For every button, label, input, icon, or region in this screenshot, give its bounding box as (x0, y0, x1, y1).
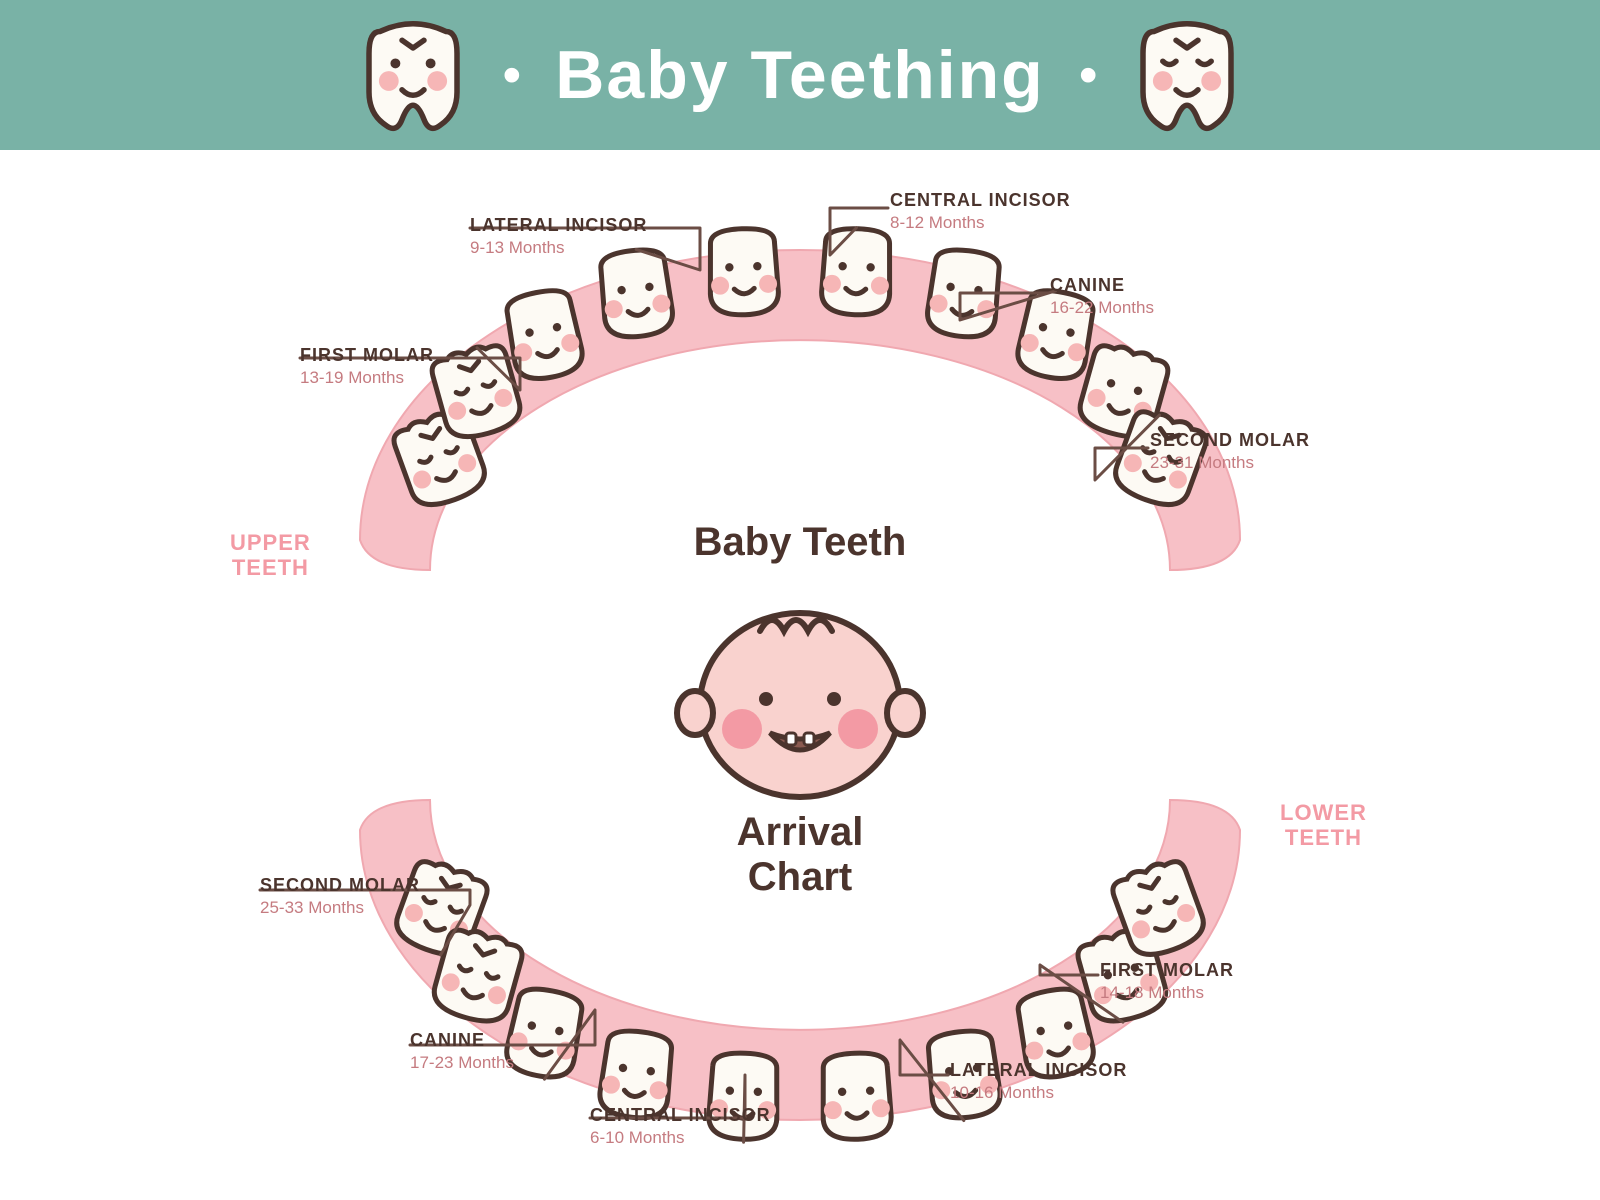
tooth-name: FIRST MOLAR (1100, 960, 1234, 981)
tooth-lower-second-molar-r (1109, 856, 1210, 963)
tooth-lower-central-r (821, 1052, 892, 1141)
upper-teeth-label: UPPERTEETH (230, 530, 311, 581)
tooth-timing: 6-10 Months (590, 1128, 771, 1148)
tooth-timing: 14-18 Months (1100, 983, 1234, 1003)
center-title-line1: Baby Teeth (620, 520, 980, 565)
upper-callout-canine-r: CANINE16-22 Months (1050, 275, 1154, 318)
lower-callout-lateral-r: LATERAL INCISOR10-16 Months (950, 1060, 1127, 1103)
tooth-name: LATERAL INCISOR (950, 1060, 1127, 1081)
upper-callout-first-molar-l: FIRST MOLAR13-19 Months (300, 345, 434, 388)
tooth-name: LATERAL INCISOR (470, 215, 647, 236)
tooth-timing: 17-23 Months (410, 1053, 514, 1073)
center-subtitle: Arrival Chart (620, 810, 980, 900)
tooth-upper-first-molar-l (429, 340, 525, 443)
lower-teeth-label: LOWERTEETH (1280, 800, 1367, 851)
banner: • Baby Teething • (0, 0, 1600, 150)
tooth-icon (1132, 15, 1242, 136)
teeth-diagram (0, 0, 1600, 1200)
center-title: Baby Teeth (620, 520, 980, 565)
upper-callout-lateral-l: LATERAL INCISOR9-13 Months (470, 215, 647, 258)
tooth-timing: 13-19 Months (300, 368, 434, 388)
tooth-upper-canine-l (503, 286, 586, 383)
tooth-upper-lateral-l (597, 247, 675, 340)
tooth-name: CENTRAL INCISOR (890, 190, 1071, 211)
leader-line (960, 291, 1056, 320)
lower-callout-first-molar-r: FIRST MOLAR14-18 Months (1100, 960, 1234, 1003)
tooth-upper-central-l (708, 227, 779, 316)
upper-callout-second-molar-r: SECOND MOLAR23-31 Months (1150, 430, 1310, 473)
tooth-upper-first-molar-r (1075, 340, 1171, 443)
tooth-timing: 25-33 Months (260, 898, 420, 918)
tooth-name: SECOND MOLAR (260, 875, 420, 896)
leader-line (830, 208, 888, 255)
tooth-lower-canine-l (503, 984, 586, 1081)
tooth-name: CANINE (1050, 275, 1154, 296)
tooth-timing: 9-13 Months (470, 238, 647, 258)
tooth-name: SECOND MOLAR (1150, 430, 1310, 451)
infographic-stage: • Baby Teething • (0, 0, 1600, 1200)
upper-callout-central-r: CENTRAL INCISOR8-12 Months (890, 190, 1071, 233)
tooth-timing: 16-22 Months (1050, 298, 1154, 318)
tooth-upper-lateral-r (925, 247, 1003, 340)
tooth-timing: 10-16 Months (950, 1083, 1127, 1103)
tooth-name: CANINE (410, 1030, 514, 1051)
lower-callout-canine-l: CANINE17-23 Months (410, 1030, 514, 1073)
tooth-name: CENTRAL INCISOR (590, 1105, 771, 1126)
page-title: Baby Teething (555, 36, 1044, 114)
tooth-icon (358, 15, 468, 136)
tooth-upper-second-molar-l (390, 406, 491, 513)
center-title-line3: Chart (620, 855, 980, 900)
tooth-timing: 8-12 Months (890, 213, 1071, 233)
tooth-timing: 23-31 Months (1150, 453, 1310, 473)
tooth-name: FIRST MOLAR (300, 345, 434, 366)
lower-callout-central-l: CENTRAL INCISOR6-10 Months (590, 1105, 771, 1148)
dot-icon: • (502, 48, 521, 102)
baby-face-icon (677, 613, 923, 797)
tooth-upper-central-r (821, 227, 892, 316)
lower-callout-second-molar-l: SECOND MOLAR25-33 Months (260, 875, 420, 918)
center-title-line2: Arrival (620, 810, 980, 855)
dot-icon: • (1079, 48, 1098, 102)
tooth-lower-first-molar-l (429, 925, 525, 1028)
